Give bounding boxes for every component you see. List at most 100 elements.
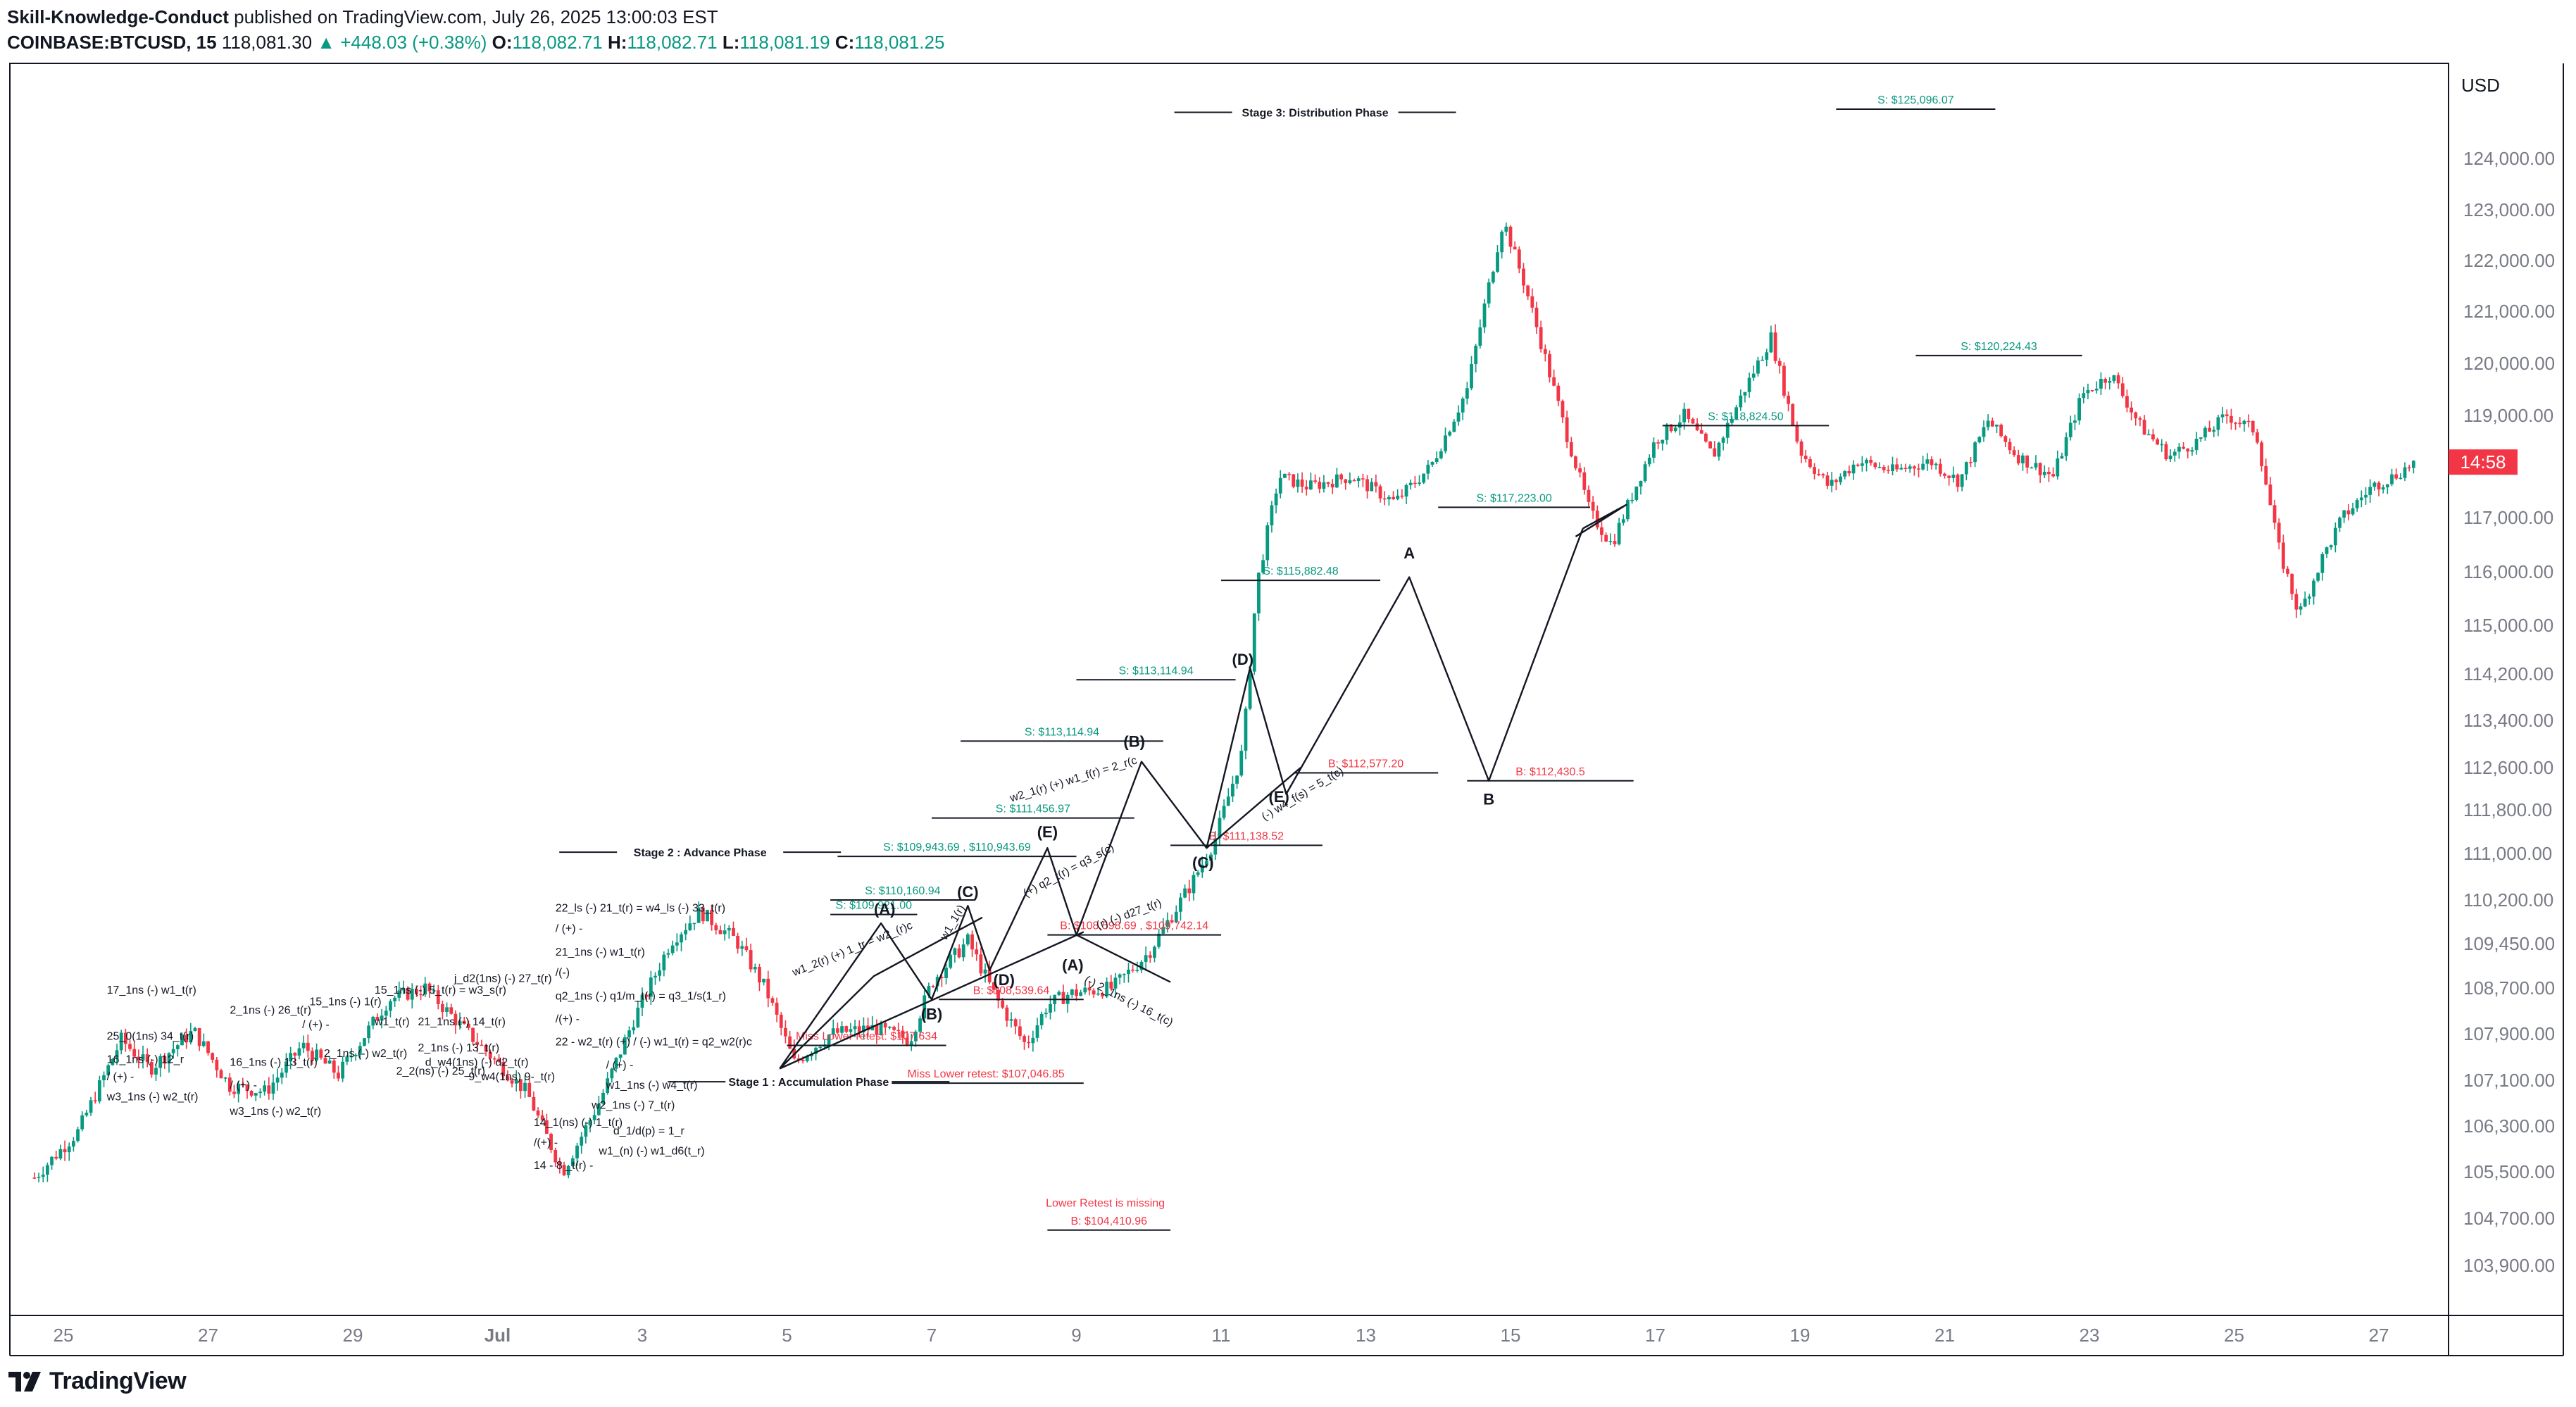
candle-body (601, 1092, 605, 1104)
level-label: Miss Lower retest: $107,634 (796, 1031, 937, 1043)
wave-label: (B) (921, 1006, 943, 1023)
candle-body (2277, 523, 2281, 543)
candle-body (389, 1001, 392, 1011)
tradingview-logo[interactable]: TradingView (8, 1368, 187, 1395)
candle-body (1478, 327, 1482, 346)
candle-body (2260, 442, 2263, 466)
candle-body (1049, 1003, 1052, 1013)
candle-body (931, 986, 935, 987)
candle-body (1491, 271, 1495, 283)
candle-body (63, 1149, 67, 1153)
candle-body (670, 945, 675, 953)
candle-body (649, 977, 653, 997)
candle-body (1239, 751, 1244, 776)
candle-body (675, 942, 679, 946)
candle-body (965, 934, 970, 945)
candle-body (1717, 442, 1721, 457)
price-tick-label: 107,900.00 (2463, 1023, 2555, 1044)
candle-body (805, 1056, 809, 1061)
candle-body (918, 1018, 922, 1032)
candle-body (410, 989, 414, 1000)
candle-body (249, 1090, 254, 1096)
candle-body (1330, 483, 1334, 488)
candle-body (449, 1007, 454, 1014)
candle-body (1877, 467, 1882, 468)
candle-body (909, 1041, 913, 1045)
time-axis[interactable]: 25 27 29 Jul 3 5 7 9 11 13 15 17 19 21 23 25 27 (54, 1325, 2389, 1346)
candle-body (957, 948, 961, 958)
candle-body (2073, 420, 2077, 423)
candle-body (1882, 467, 1886, 470)
candle-body (2364, 494, 2368, 498)
time-tick-label: 5 (782, 1325, 792, 1346)
time-tick-label: 27 (2369, 1325, 2389, 1346)
candle-body (1530, 296, 1534, 308)
candle-body (558, 1162, 562, 1165)
level-label: S: $111,456.97 (996, 803, 1070, 815)
low-value: 118,081.19 (739, 32, 830, 53)
candle-body (1274, 493, 1278, 506)
candle-body (784, 1027, 787, 1037)
candle-body (506, 1076, 510, 1081)
candle-body (2307, 596, 2311, 599)
candle-body (944, 968, 948, 978)
wave-label: (A) (1062, 956, 1084, 974)
candle-body (1639, 480, 1643, 487)
symbol-name[interactable]: COINBASE:BTCUSD, 15 (7, 32, 217, 53)
candle-body (1079, 992, 1083, 996)
price-axis[interactable]: 124,000.00 123,000.00 122,000.00 121,000.00… (2463, 148, 2555, 1276)
wave-count-note: 16_1ns (-) 12_r (107, 1053, 185, 1065)
candle-body (1912, 466, 1916, 469)
level-label: B: $108,598.69 , $109,742.14 (1060, 920, 1208, 932)
candle-body (779, 1014, 783, 1028)
candle-body (275, 1077, 280, 1083)
wave-count-note: q2_1ns (-) q1/m_t(r) = q3_1/s(1_r) (556, 990, 726, 1002)
candle-body (1356, 478, 1361, 481)
candle-body (1517, 249, 1521, 269)
candle-body (2212, 430, 2216, 432)
candle-body (901, 1030, 905, 1038)
wave-count-note: 21_1ns (-) 14_t(r) (418, 1016, 506, 1028)
candle-body (1096, 993, 1100, 995)
candle-body (875, 1025, 879, 1035)
price-tick-label: 108,700.00 (2463, 977, 2555, 999)
candle-body (949, 954, 953, 968)
author-name[interactable]: Skill-Knowledge-Conduct (7, 6, 229, 27)
wave-count-note: w1_t(r) (374, 1016, 410, 1028)
wave-label: (D) (1232, 651, 1254, 668)
candle-body (1235, 775, 1239, 784)
level-label: S: $113,114.94 (1025, 726, 1099, 738)
low-label: L: (722, 32, 740, 53)
candle-body (1777, 361, 1782, 366)
candle-body (1418, 482, 1421, 484)
candle-body (536, 1111, 540, 1115)
candle-body (701, 907, 705, 922)
level-label: S: $117,223.00 (1476, 492, 1551, 504)
candle-body (540, 1115, 544, 1120)
candle-body (935, 977, 939, 987)
candle-body (289, 1053, 293, 1062)
candle-body (1708, 441, 1712, 449)
candle-body (1943, 473, 1946, 476)
candle-body (1643, 464, 1647, 481)
candle-body (1895, 464, 1899, 470)
high-value: 118,082.71 (627, 32, 718, 53)
price-tick-label: 110,200.00 (2463, 889, 2553, 911)
candle-body (2281, 542, 2285, 569)
candle-body (883, 1023, 887, 1028)
wave-label: (D) (993, 971, 1015, 989)
candle-body (1131, 969, 1135, 971)
candle-body (1739, 395, 1743, 408)
candle-body (1817, 473, 1821, 475)
wave-count-note: /(-) (556, 967, 570, 979)
brand-name: TradingView (49, 1368, 187, 1394)
wave-count-note: 22 - w2_t(r) (+) / (-) w1_t(r) = q2_w2(r… (556, 1037, 752, 1049)
candle-body (1565, 417, 1569, 442)
candle-body (1044, 1013, 1048, 1014)
candle-body (636, 1007, 640, 1027)
candle-body (1578, 468, 1582, 473)
candle-body (1001, 1000, 1005, 1008)
candle-body (458, 1020, 462, 1026)
candle-body (1986, 420, 1990, 427)
